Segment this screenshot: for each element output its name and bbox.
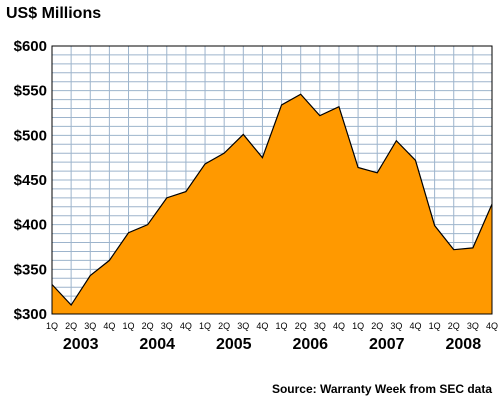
y-tick-label: $600 [14, 38, 47, 55]
source-note: Source: Warranty Week from SEC data [272, 382, 492, 396]
x-tick-label: 4Q [409, 321, 421, 331]
x-tick-label: 4Q [486, 321, 498, 331]
area-series [51, 93, 493, 315]
x-tick-label: 2Q [448, 321, 460, 331]
x-tick-label: 3Q [314, 321, 326, 331]
x-tick-label: 4Q [103, 321, 115, 331]
x-tick-label: 3Q [84, 321, 96, 331]
x-tick-label: 4Q [333, 321, 345, 331]
y-tick-label: $500 [14, 127, 47, 144]
x-tick-label: 1Q [352, 321, 364, 331]
y-tick-label: $550 [14, 83, 47, 100]
x-axis-year-labels: 2003 2004 2005 2006 2007 2008 [63, 336, 481, 353]
x-tick-label: 3Q [467, 321, 479, 331]
plot-border [51, 45, 493, 315]
year-label: 2007 [369, 336, 405, 353]
x-tick-label: 3Q [390, 321, 402, 331]
x-tick-label: 1Q [46, 321, 58, 331]
x-axis-quarter-ticks: 1Q 2Q 3Q 4Q 1Q 2Q 3Q 4Q 1Q 2Q 3Q 4Q 1Q 2Q 3Q 4Q 1Q 2Q 3Q 4Q… [46, 321, 498, 331]
year-label: 2008 [446, 336, 482, 353]
year-label: 2005 [216, 336, 252, 353]
x-tick-label: 2Q [218, 321, 230, 331]
x-tick-label: 2Q [295, 321, 307, 331]
chart-unit-label: US$ Millions [6, 5, 101, 22]
x-tick-label: 3Q [237, 321, 249, 331]
y-tick-label: $450 [14, 172, 47, 189]
x-tick-label: 3Q [161, 321, 173, 331]
area-fill [52, 94, 492, 315]
year-label: 2006 [292, 336, 328, 353]
x-tick-label: 4Q [180, 321, 192, 331]
y-tick-label: $300 [14, 306, 47, 323]
x-tick-label: 1Q [276, 321, 288, 331]
y-axis-ticks: $300 $350 $400 $450 $500 $550 $600 [14, 38, 47, 323]
year-label: 2003 [63, 336, 99, 353]
x-tick-label: 1Q [199, 321, 211, 331]
x-tick-label: 1Q [123, 321, 135, 331]
x-tick-label: 1Q [429, 321, 441, 331]
x-tick-label: 2Q [65, 321, 77, 331]
area-outline [51, 93, 493, 307]
x-tick-label: 4Q [256, 321, 268, 331]
y-tick-label: $350 [14, 261, 47, 278]
x-tick-label: 2Q [142, 321, 154, 331]
y-tick-label: $400 [14, 217, 47, 234]
year-label: 2004 [139, 336, 175, 353]
x-tick-label: 2Q [371, 321, 383, 331]
